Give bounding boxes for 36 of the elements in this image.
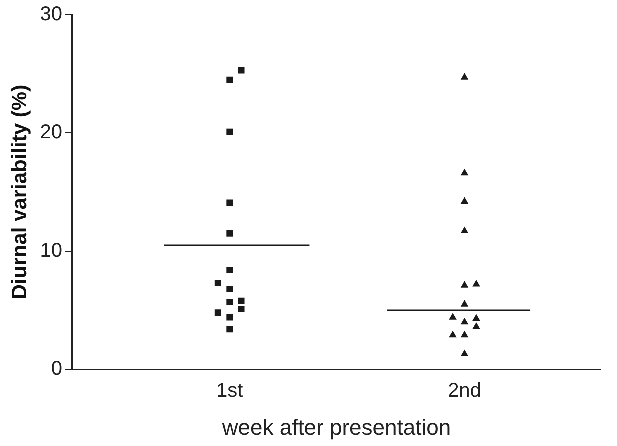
point [226,267,234,274]
point [472,314,480,322]
point [460,330,469,338]
point [460,226,469,234]
point [226,299,234,306]
point [226,314,234,321]
y-tick-label: 20 [40,122,62,144]
x-axis-title: week after presentation [221,414,452,440]
point [460,350,469,356]
point [226,128,234,136]
point [214,280,222,286]
point [449,313,457,320]
point [238,298,245,304]
point [460,168,469,176]
point [238,67,245,74]
y-axis-title: Diurnal variability (%) [8,84,32,300]
point [226,76,234,84]
x-tick-label: 1st [216,380,244,402]
point [460,300,469,307]
point [472,322,480,330]
point [214,310,222,316]
point [226,200,234,206]
point [460,318,469,325]
y-tick-label: 30 [40,4,62,26]
point [460,73,469,80]
point [449,330,457,338]
point [226,326,234,333]
point [472,280,480,287]
point [226,230,234,237]
y-tick-label: 0 [51,358,62,380]
point [226,286,234,292]
point [460,281,469,288]
point [238,306,245,312]
y-tick-label: 10 [40,240,62,262]
x-tick-label: 2nd [448,380,482,402]
point [460,197,469,204]
